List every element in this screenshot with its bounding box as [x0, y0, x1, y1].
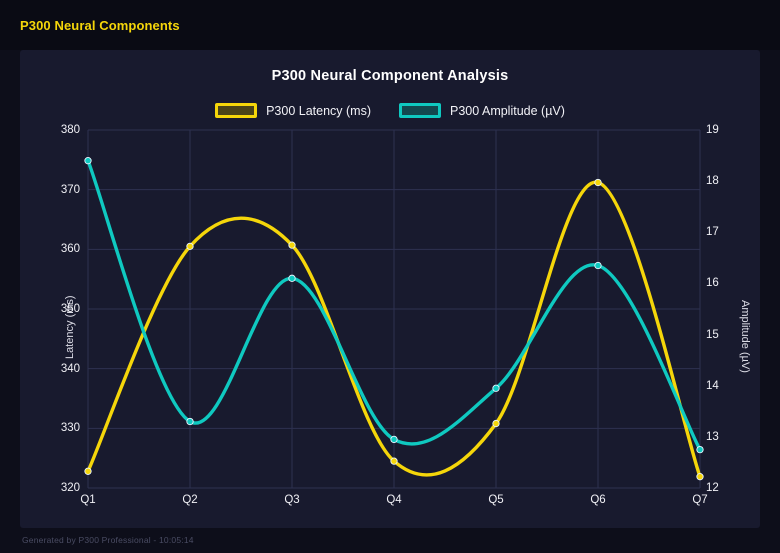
legend-swatch-latency-icon	[215, 103, 258, 118]
legend-swatch-amplitude-icon	[399, 103, 441, 118]
y-tick-right: 18	[706, 175, 719, 188]
y-tick-left: 370	[60, 183, 80, 196]
series-latency	[84, 178, 704, 481]
y-tick-left: 320	[60, 482, 80, 494]
x-tick-q4: Q4	[386, 494, 402, 506]
y-tick-left: 350	[60, 303, 80, 315]
y-tick-right: 17	[706, 226, 719, 239]
y-tick-left: 360	[60, 243, 80, 256]
app-title: P300 Neural Components	[20, 17, 180, 33]
x-tick-q1: Q1	[80, 494, 96, 506]
y-tick-left: 340	[60, 362, 80, 375]
app-header: P300 Neural Components	[0, 0, 780, 50]
chart-panel: P300 Neural Component Analysis P300 Late…	[20, 50, 760, 528]
plot-area	[84, 129, 704, 489]
y-tick-left: 380	[60, 124, 80, 136]
y-axis-right-ticks: 19 18 17 16 15 14 13 12	[706, 124, 746, 494]
chart-legend: P300 Latency (ms) P300 Amplitude (µV)	[20, 103, 760, 118]
y-axis-left-ticks: 380 370 360 350 340 330 320	[20, 124, 80, 494]
legend-label-amplitude: P300 Amplitude (µV)	[450, 103, 565, 118]
chart-canvas	[84, 129, 704, 489]
y-tick-right: 15	[706, 328, 719, 341]
legend-label-latency: P300 Latency (ms)	[266, 103, 371, 118]
series-amplitude	[84, 157, 704, 454]
legend-item-amplitude[interactable]: P300 Amplitude (µV)	[399, 103, 565, 118]
x-tick-q2: Q2	[182, 494, 198, 506]
y-tick-right: 16	[706, 277, 719, 290]
y-tick-right: 13	[706, 430, 719, 443]
x-tick-q3: Q3	[284, 494, 300, 506]
footer-note: Generated by P300 Professional - 10:05:1…	[22, 535, 194, 545]
y-tick-left: 330	[60, 422, 80, 435]
x-tick-q7: Q7	[692, 494, 708, 506]
legend-item-latency[interactable]: P300 Latency (ms)	[215, 103, 371, 118]
x-tick-q6: Q6	[590, 494, 606, 506]
chart-title: P300 Neural Component Analysis	[271, 68, 509, 84]
y-tick-right: 12	[706, 482, 719, 494]
x-axis-ticks: Q1 Q2 Q3 Q4 Q5 Q6 Q7	[80, 494, 707, 514]
y-tick-right: 14	[706, 379, 719, 392]
x-tick-q5: Q5	[488, 494, 504, 506]
y-tick-right: 19	[706, 124, 719, 136]
